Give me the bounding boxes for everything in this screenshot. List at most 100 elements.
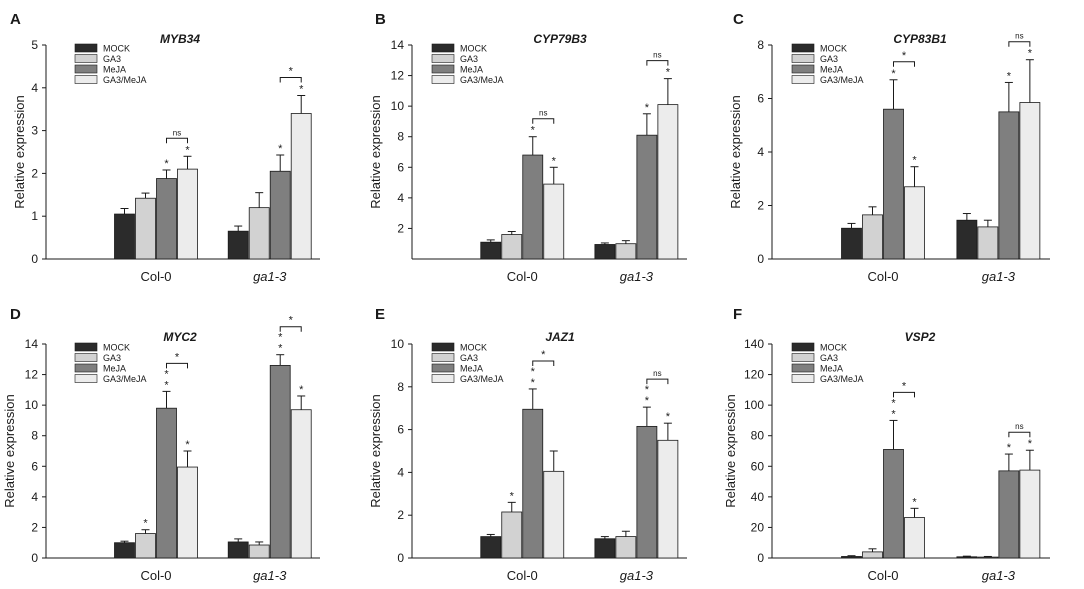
y-tick-label: 6 bbox=[397, 160, 404, 174]
legend-swatch bbox=[431, 54, 455, 63]
y-axis-label: Relative expression bbox=[12, 95, 27, 208]
bar bbox=[114, 542, 135, 559]
legend-swatch bbox=[791, 64, 815, 74]
significance-mark: * bbox=[278, 343, 283, 355]
bar bbox=[594, 538, 616, 559]
panel-e: E JAZ1 Relative expression 0 2 4 6 8 10 MOCKGA3Me… bbox=[368, 306, 687, 583]
y-tick-label: 2 bbox=[31, 520, 38, 534]
significance-mark: * bbox=[531, 125, 536, 137]
y-tick-label: 3 bbox=[31, 124, 38, 138]
y-tick-label: 0 bbox=[757, 252, 764, 266]
bar bbox=[956, 219, 978, 260]
gene-title: CYP79B3 bbox=[533, 32, 587, 46]
category-label: Col-0 bbox=[140, 269, 171, 284]
y-tick-label: 4 bbox=[397, 191, 404, 205]
bracket-label: ns bbox=[1015, 32, 1023, 41]
legend-swatch bbox=[791, 342, 815, 352]
bar bbox=[615, 243, 637, 260]
legend-label: GA3 bbox=[820, 353, 838, 363]
significance-mark: * bbox=[531, 377, 536, 389]
legend-swatch bbox=[74, 54, 98, 63]
legend-swatch bbox=[431, 363, 455, 373]
bar bbox=[248, 207, 270, 260]
legend-swatch bbox=[74, 43, 98, 53]
bar bbox=[114, 213, 135, 260]
category-label: ga1-3 bbox=[620, 568, 654, 583]
y-tick-label: 120 bbox=[744, 368, 764, 382]
significance-mark: * bbox=[912, 496, 917, 508]
significance-mark: * bbox=[510, 490, 515, 502]
legend-label: GA3/MeJA bbox=[103, 374, 147, 384]
y-tick-label: 1 bbox=[31, 209, 38, 223]
panel-letter: F bbox=[733, 306, 742, 323]
y-tick-label: 20 bbox=[751, 520, 765, 534]
y-tick-label: 5 bbox=[31, 38, 38, 52]
legend-swatch bbox=[74, 353, 98, 362]
y-tick-label: 10 bbox=[25, 398, 39, 412]
bar bbox=[1019, 102, 1041, 260]
legend-swatch bbox=[431, 75, 455, 84]
legend-swatch bbox=[791, 43, 815, 53]
comparison-bracket bbox=[532, 118, 555, 124]
bar bbox=[290, 409, 312, 559]
category-label: ga1-3 bbox=[253, 269, 287, 284]
significance-mark: * bbox=[185, 439, 190, 451]
significance-mark: * bbox=[891, 68, 896, 80]
legend-swatch bbox=[431, 374, 455, 383]
y-tick-label: 14 bbox=[391, 38, 405, 52]
bar bbox=[177, 466, 198, 559]
y-tick-label: 10 bbox=[391, 337, 405, 351]
y-axis-label: Relative expression bbox=[2, 394, 17, 507]
y-tick-label: 12 bbox=[25, 368, 39, 382]
significance-mark: * bbox=[666, 411, 671, 423]
bracket-label: * bbox=[902, 50, 907, 62]
gene-title: JAZ1 bbox=[545, 330, 575, 344]
significance-mark: * bbox=[891, 408, 896, 420]
y-tick-label: 4 bbox=[757, 145, 764, 159]
bar bbox=[480, 536, 502, 559]
bar bbox=[248, 544, 270, 559]
bracket-label: * bbox=[175, 351, 180, 363]
legend-label: MeJA bbox=[460, 364, 483, 374]
legend-swatch bbox=[431, 43, 455, 53]
y-tick-label: 10 bbox=[391, 99, 405, 113]
y-tick-label: 8 bbox=[397, 380, 404, 394]
legend-swatch bbox=[791, 75, 815, 84]
y-tick-label: 8 bbox=[397, 130, 404, 144]
comparison-bracket bbox=[166, 362, 188, 369]
significance-mark: * bbox=[164, 368, 169, 380]
bar bbox=[543, 183, 565, 260]
bar bbox=[594, 244, 616, 260]
significance-mark: * bbox=[891, 397, 896, 409]
gene-title: MYB34 bbox=[160, 32, 200, 46]
panel-a: A MYB34 Relative expression 0 1 2 3 4 5 MOCKGA3Me… bbox=[10, 11, 320, 284]
y-tick-label: 40 bbox=[751, 490, 765, 504]
panel-letter: D bbox=[10, 306, 21, 323]
bar bbox=[156, 178, 177, 260]
y-tick-label: 140 bbox=[744, 337, 764, 351]
comparison-bracket bbox=[893, 391, 915, 398]
bar bbox=[1019, 469, 1041, 559]
legend-label: MOCK bbox=[103, 343, 130, 353]
y-tick-label: 4 bbox=[31, 81, 38, 95]
bar bbox=[636, 425, 658, 559]
legend-label: MOCK bbox=[460, 44, 487, 54]
bar bbox=[522, 154, 544, 260]
panel-c: C CYP83B1 Relative expression 0 2 4 6 8 MOCKGA3M… bbox=[728, 11, 1050, 284]
bar bbox=[841, 556, 862, 559]
y-axis-label: Relative expression bbox=[368, 394, 383, 507]
legend-swatch bbox=[791, 353, 815, 362]
legend-swatch bbox=[431, 64, 455, 74]
gene-title: MYC2 bbox=[163, 330, 197, 344]
legend-swatch bbox=[431, 353, 455, 362]
panel-b: B CYP79B3 Relative expression 2 4 6 8 10 12 14 MOC… bbox=[368, 11, 687, 284]
comparison-bracket bbox=[1008, 41, 1031, 47]
bar bbox=[977, 556, 999, 559]
legend-label: GA3 bbox=[460, 353, 478, 363]
